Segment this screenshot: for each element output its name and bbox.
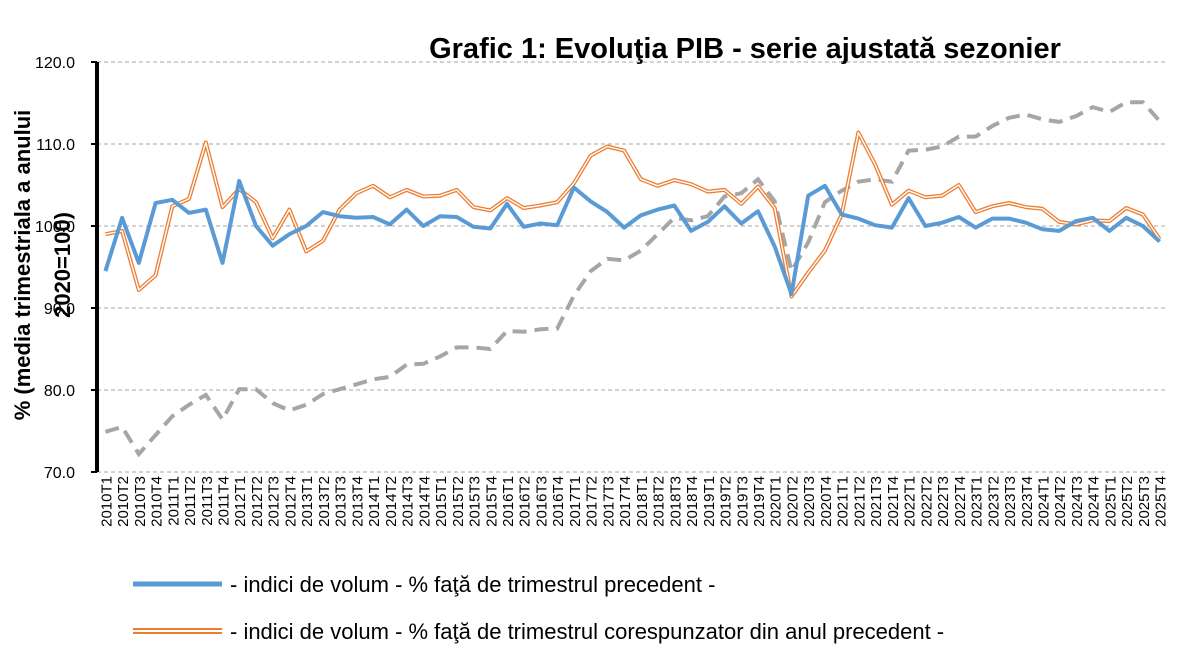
x-tick-label: 2023T4 — [1019, 476, 1036, 527]
x-tick-label: 2015T2 — [450, 476, 467, 527]
x-tick-label: 2011T1 — [165, 476, 182, 526]
x-tick-label: 2017T4 — [617, 476, 634, 527]
x-tick-label: 2015T3 — [467, 476, 484, 527]
legend-label: - indici de volum - % faţă de trimestrul… — [230, 619, 944, 644]
x-tick-label: 2023T3 — [1002, 476, 1019, 527]
x-tick-label: 2012T1 — [232, 476, 249, 527]
x-tick-label: 2019T2 — [718, 476, 735, 527]
x-tick-label: 2025T1 — [1102, 476, 1119, 527]
y-axis-title-line: 2020=100) — [50, 212, 75, 318]
x-tick-label: 2024T3 — [1069, 476, 1086, 527]
x-tick-label: 2022T3 — [935, 476, 952, 527]
x-tick-label: 2025T4 — [1153, 476, 1170, 527]
x-tick-label: 2011T4 — [216, 476, 233, 526]
line-series — [104, 100, 1162, 458]
x-tick-label: 2022T2 — [918, 476, 935, 527]
x-tick-label: 2019T4 — [751, 476, 768, 527]
x-tick-label: 2020T3 — [801, 476, 818, 527]
x-tick-label: 2010T4 — [149, 476, 166, 527]
x-tick-label: 2025T3 — [1136, 476, 1153, 527]
x-tick-label: 2018T1 — [634, 476, 651, 527]
x-tick-label: 2021T3 — [868, 476, 885, 527]
x-tick-label: 2013T3 — [333, 476, 350, 527]
x-tick-label: 2018T2 — [651, 476, 668, 527]
x-tick-label: 2017T3 — [600, 476, 617, 527]
y-tick-label: 110.0 — [36, 137, 75, 154]
x-tick-label: 2018T3 — [667, 476, 684, 527]
x-tick-label: 2012T3 — [266, 476, 283, 527]
x-tick-label: 2016T3 — [533, 476, 550, 527]
x-tick-label: 2020T2 — [784, 476, 801, 527]
line-series-inner — [105, 131, 1161, 298]
x-tick-label: 2015T4 — [483, 476, 500, 527]
x-tick-label: 2024T1 — [1035, 476, 1052, 527]
line-series — [103, 178, 1161, 297]
x-tick-label: 2022T1 — [902, 476, 919, 527]
x-tick-label: 2016T4 — [550, 476, 567, 527]
y-axis-title: % (media trimestriala a anului 2020=100) — [10, 110, 75, 421]
x-tick-label: 2013T4 — [349, 476, 366, 527]
x-tick-label: 2020T4 — [818, 476, 835, 527]
y-tick-label: 80.0 — [44, 383, 75, 400]
x-tick-label: 2023T2 — [985, 476, 1002, 527]
x-tick-label: 2021T2 — [851, 476, 868, 527]
x-tick-label: 2018T4 — [684, 476, 701, 527]
x-tick-label: 2014T3 — [400, 476, 417, 527]
x-tick-label: 2013T1 — [299, 476, 316, 527]
x-tick-label: 2011T3 — [199, 476, 216, 526]
x-tick-label: 2013T2 — [316, 476, 333, 527]
x-tick-label: 2010T2 — [115, 476, 132, 527]
x-tick-label: 2020T1 — [768, 476, 785, 527]
y-axis-title-line: % (media trimestriala a anului — [10, 110, 35, 421]
y-tick-label: 90.0 — [44, 301, 75, 318]
x-tick-label: 2025T2 — [1119, 476, 1136, 527]
x-tick-label: 2017T2 — [584, 476, 601, 527]
y-tick-label: 70.0 — [44, 465, 75, 482]
x-tick-label: 2021T4 — [885, 476, 902, 527]
chart-title: Grafic 1: Evoluţia PIB - serie ajustată … — [429, 33, 1061, 65]
x-tick-label: 2019T3 — [734, 476, 751, 527]
x-tick-label: 2012T2 — [249, 476, 266, 527]
x-tick-label: 2016T1 — [500, 476, 517, 527]
x-tick-label: 2010T1 — [98, 476, 115, 527]
y-tick-label: 100.0 — [35, 219, 75, 236]
x-tick-label: 2023T1 — [969, 476, 986, 527]
x-tick-label: 2015T1 — [433, 476, 450, 527]
x-tick-label: 2021T1 — [835, 476, 852, 527]
x-tick-label: 2014T2 — [383, 476, 400, 527]
x-tick-label: 2016T2 — [517, 476, 534, 527]
x-tick-label: 2024T4 — [1086, 476, 1103, 527]
legend-label: - indici de volum - % faţă de trimestrul… — [230, 572, 715, 597]
x-tick-label: 2014T4 — [416, 476, 433, 527]
y-tick-label: 120.0 — [35, 55, 75, 72]
x-tick-label: 2024T2 — [1052, 476, 1069, 527]
x-tick-label: 2012T4 — [282, 476, 299, 527]
x-tick-label: 2017T1 — [567, 476, 584, 527]
x-tick-label: 2010T3 — [132, 476, 149, 527]
x-tick-label: 2022T4 — [952, 476, 969, 527]
x-tick-label: 2019T1 — [701, 476, 718, 527]
x-tick-label: 2014T1 — [366, 476, 383, 527]
x-tick-label: 2011T2 — [182, 476, 199, 526]
